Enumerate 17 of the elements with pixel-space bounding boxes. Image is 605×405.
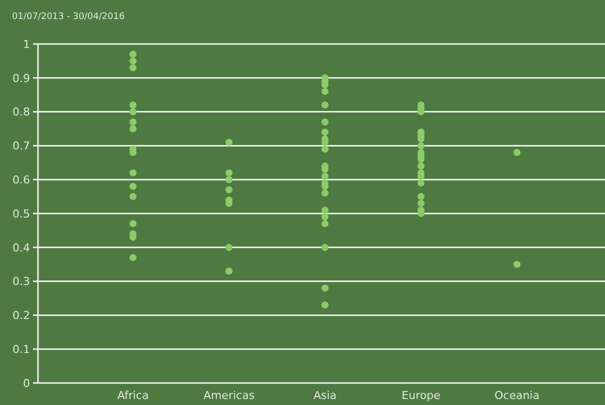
y-tick-label: 0.9 [12, 72, 30, 85]
y-tick-label: 1 [23, 38, 30, 51]
x-tick-label: Africa [117, 389, 149, 402]
y-tick-label: 0.2 [12, 309, 30, 322]
y-tick-label: 0.4 [12, 241, 30, 254]
y-tick-label: 0.5 [12, 207, 30, 220]
y-tick-label: 0.7 [12, 140, 30, 153]
x-tick-label: Asia [313, 389, 337, 402]
y-tick-label: 0.8 [12, 106, 30, 119]
y-tick-label: 0.1 [12, 342, 30, 356]
chart-title: 01/07/2013 - 30/04/2016 [12, 12, 125, 22]
x-tick-label: Americas [203, 389, 255, 402]
y-tick-label: 0.3 [12, 275, 30, 288]
y-tick-label: 0.6 [12, 173, 30, 186]
y-tick-label: 0 [23, 376, 30, 390]
x-tick-label: Oceania [494, 389, 540, 402]
x-tick-label: Europe [402, 389, 441, 402]
